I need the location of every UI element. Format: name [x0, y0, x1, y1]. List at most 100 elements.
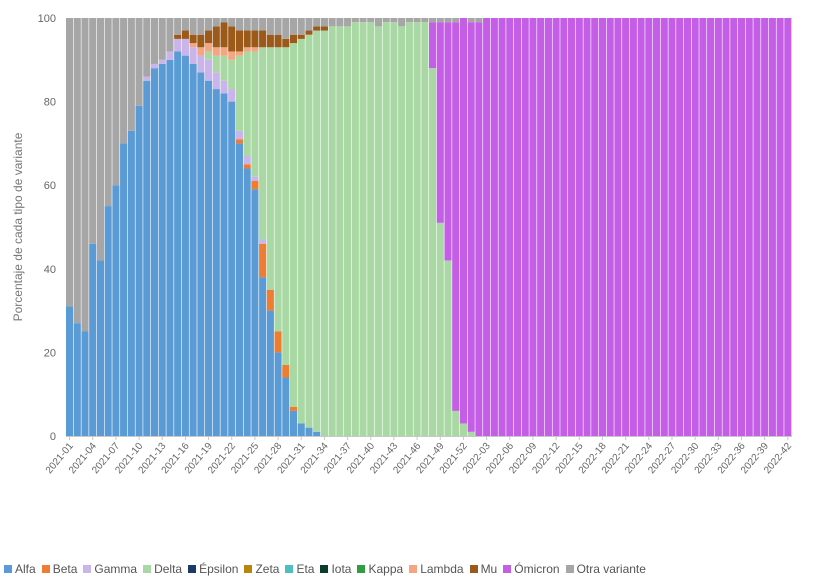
bar-segment-2021-40-Otra variante: [367, 18, 375, 23]
bar-segment-2021-39-Otra variante: [359, 18, 367, 23]
bar-segment-2021-44-Delta: [398, 26, 406, 437]
bar-segment-2021-26-Beta: [259, 243, 267, 278]
bar-segment-2021-32-Mu: [305, 30, 313, 35]
bar-segment-2021-22-Gamma: [228, 89, 236, 102]
stacked-bar-chart: 0 20 40 60 80 100 2021-012021-042021-072021-1…: [11, 13, 794, 476]
bar-segment-2021-21-Delta: [220, 55, 228, 81]
bar-segment-2021-12-Gamma: [150, 63, 159, 69]
bar-segment-2021-13-Alfa: [158, 63, 166, 436]
legend-item: Alfa: [4, 562, 36, 576]
bar-segment-2022-10-Ómicron: [537, 18, 545, 436]
bar-segment-2022-01-Ómicron: [467, 22, 475, 432]
bar-segment-2022-08-Ómicron: [521, 18, 529, 436]
bar-segment-2021-27-Otra variante: [266, 18, 274, 35]
bar-segment-2021-19-Alfa: [205, 80, 213, 436]
bar-segment-2021-25-Beta: [251, 181, 259, 190]
bar-segment-2021-45-Otra variante: [405, 18, 413, 23]
bar-segment-2021-20-Mu: [212, 26, 220, 48]
bar-segment-2021-17-Mu: [189, 34, 197, 44]
bar-segment-2021-29-Beta: [282, 364, 290, 378]
y-tick-label: 20: [44, 347, 56, 359]
bar-segment-2021-24-Mu: [243, 30, 251, 48]
bar-segment-2021-23-Alfa: [235, 143, 244, 436]
bar-segment-2021-41-Delta: [374, 26, 383, 437]
bar-segment-2021-19-Gamma: [205, 59, 213, 81]
bar-segment-2021-11-Otra variante: [143, 18, 151, 77]
bar-segment-2021-13-Gamma: [158, 59, 166, 64]
bar-segment-2021-19-Otra variante: [205, 18, 213, 31]
bar-segment-2021-19-Delta: [205, 51, 213, 60]
bar-segment-2022-41-Ómicron: [776, 18, 784, 436]
bar-segment-2021-51-Otra variante: [452, 18, 460, 23]
bar-segment-2021-47-Delta: [421, 22, 429, 437]
bar-segment-2021-34-Mu: [320, 26, 328, 31]
bar-segment-2021-24-Alfa: [243, 168, 251, 437]
bar-segment-2022-04-Ómicron: [490, 18, 498, 436]
bar-segment-2021-42-Otra variante: [382, 18, 390, 23]
bar-segment-2021-16-Gamma: [181, 38, 189, 56]
bar-segment-2021-26-Otra variante: [259, 18, 267, 31]
y-axis: 0 20 40 60 80 100: [38, 13, 56, 443]
bar-segment-2022-42-Ómicron: [784, 18, 792, 436]
bar-segment-2021-24-Otra variante: [243, 18, 251, 31]
bar-segment-2021-32-Alfa: [305, 427, 313, 436]
bar-segment-2021-02-Alfa: [73, 323, 81, 436]
bar-segment-2021-04-Otra variante: [89, 18, 97, 244]
bar-segment-2022-24-Ómicron: [645, 18, 653, 436]
bar-segment-2021-24-Lambda: [243, 47, 251, 52]
bar-segment-2021-37-Delta: [344, 26, 352, 437]
bar-segment-2021-27-Mu: [266, 34, 274, 48]
bar-segment-2022-01-Delta: [467, 431, 475, 436]
bar-segment-2021-30-Delta: [289, 43, 298, 407]
bar-segment-2021-18-Otra variante: [197, 18, 205, 35]
bar-segment-2022-06-Ómicron: [506, 18, 514, 436]
bar-segment-2022-22-Ómicron: [629, 18, 637, 436]
legend-item: Zeta: [244, 562, 279, 576]
bar-segment-2021-27-Alfa: [266, 310, 274, 436]
bar-segment-2021-23-Gamma: [235, 130, 244, 140]
bar-segment-2021-28-Beta: [274, 331, 282, 353]
bar-segment-2022-14-Ómicron: [568, 18, 576, 436]
bar-segment-2021-49-Ómicron: [436, 22, 444, 223]
bar-segment-2021-34-Otra variante: [320, 18, 328, 27]
legend-item: Mu: [469, 562, 497, 576]
bar-segment-2021-01-Otra variante: [66, 18, 74, 307]
bar-segment-2021-09-Otra variante: [127, 18, 135, 131]
bar-segment-2021-15-Alfa: [174, 51, 182, 436]
bar-segment-2021-27-Delta: [266, 47, 274, 290]
bar-segment-2021-10-Alfa: [135, 105, 143, 436]
y-axis-label: Porcentaje de cada tipo de variante: [11, 132, 25, 321]
bar-segment-2021-33-Mu: [313, 26, 321, 31]
legend-label: Iota: [331, 562, 352, 576]
legend-label: Épsilon: [199, 562, 239, 576]
bar-segment-2022-31-Ómicron: [699, 18, 707, 436]
bar-segment-2021-24-Beta: [243, 164, 251, 169]
bar-segment-2021-22-Alfa: [228, 101, 236, 436]
legend-swatch: [320, 565, 329, 573]
bar-segment-2021-33-Delta: [313, 30, 321, 432]
bar-segment-2021-02-Otra variante: [73, 18, 81, 324]
bar-segment-2022-33-Ómicron: [714, 18, 722, 436]
bar-segment-2021-24-Delta: [243, 51, 251, 156]
bar-segment-2021-05-Otra variante: [96, 18, 104, 261]
bar-segment-2021-17-Otra variante: [189, 18, 197, 35]
bar-segment-2021-21-Alfa: [220, 93, 228, 437]
bar-segment-2021-17-Lambda: [189, 43, 197, 48]
bar-segment-2021-44-Otra variante: [398, 18, 406, 27]
bar-segment-2021-18-Lambda: [197, 47, 205, 56]
bar-segment-2021-52-Delta: [459, 423, 467, 436]
bar-segment-2022-27-Ómicron: [668, 18, 676, 436]
bar-segment-2021-08-Alfa: [120, 143, 128, 436]
legend-label: Ómicron: [514, 562, 560, 576]
bar-segment-2021-05-Alfa: [96, 260, 104, 436]
bar-segment-2021-50-Otra variante: [444, 18, 452, 23]
bar-segment-2021-46-Otra variante: [413, 18, 421, 23]
legend-item: Lambda: [409, 562, 464, 576]
bar-segment-2022-03-Ómicron: [483, 18, 491, 436]
bar-segment-2022-17-Ómicron: [591, 18, 599, 436]
bar-segment-2021-26-Alfa: [259, 277, 267, 436]
bar-segment-2022-15-Ómicron: [575, 18, 583, 436]
bar-segment-2021-31-Otra variante: [297, 18, 305, 35]
bar-segment-2021-23-Beta: [235, 139, 244, 144]
bar-segment-2021-13-Otra variante: [158, 18, 166, 60]
